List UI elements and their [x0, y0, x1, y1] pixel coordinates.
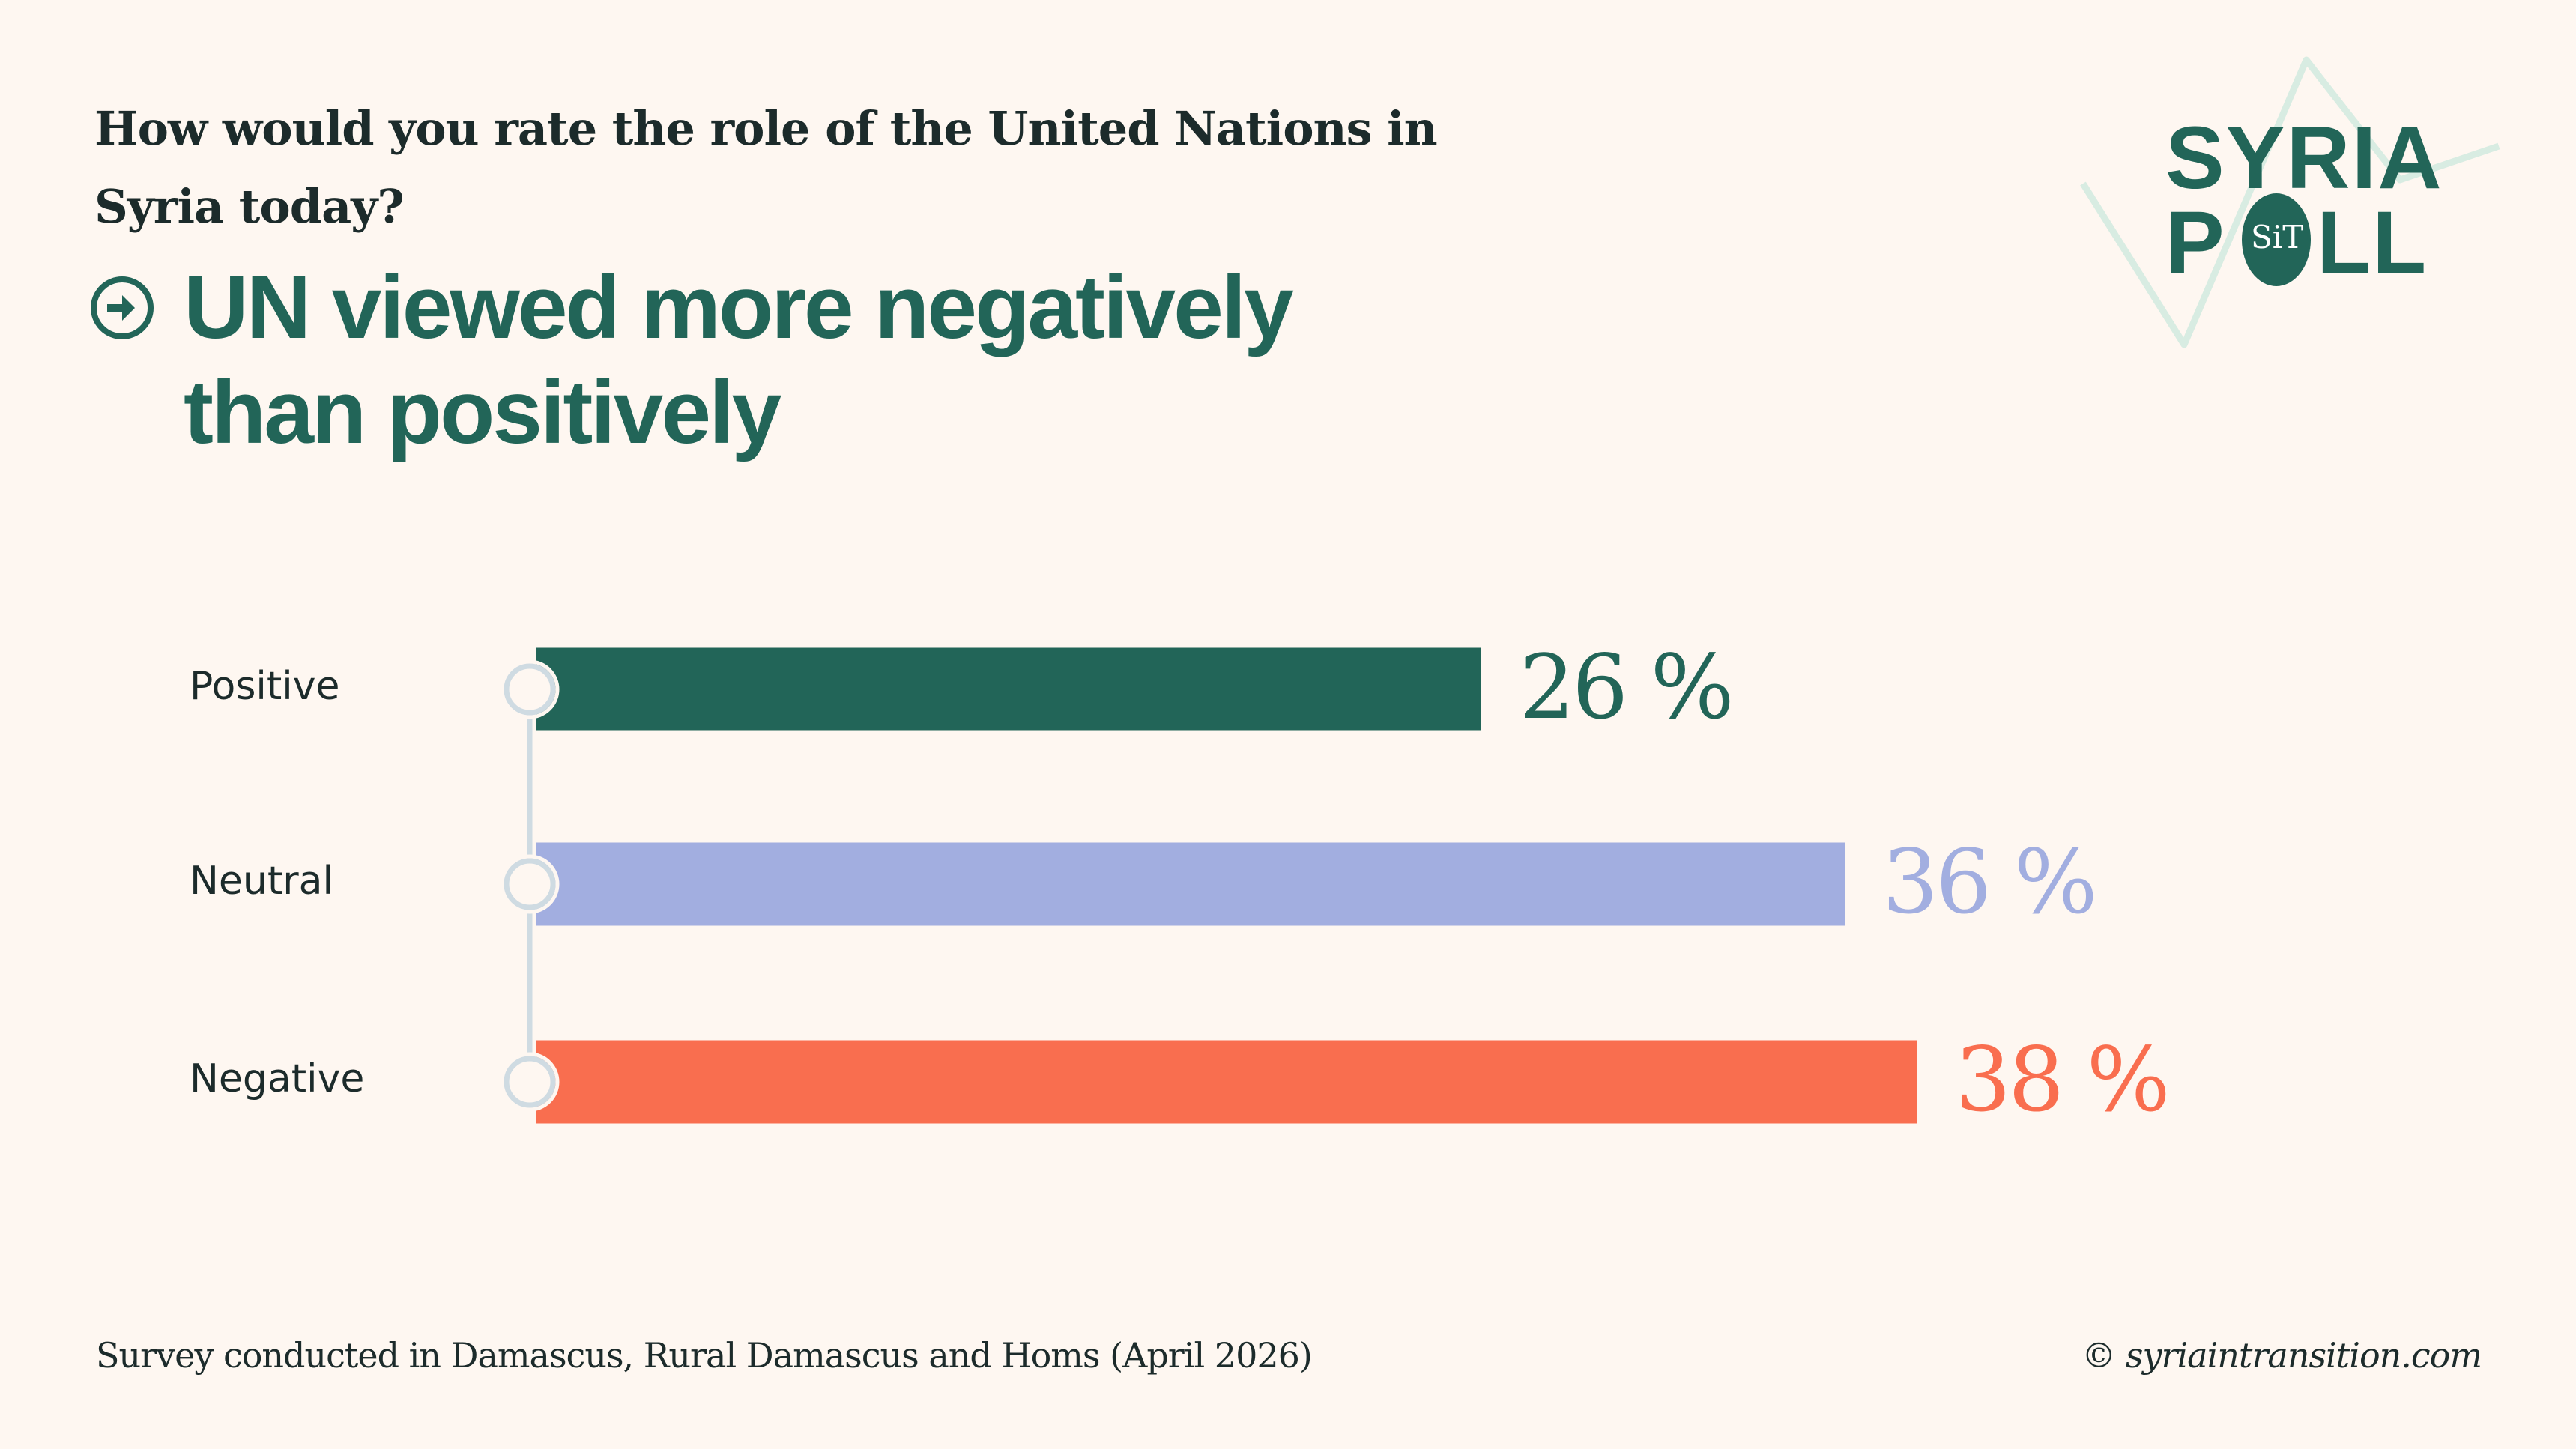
category-label-neutral: Neutral [190, 859, 333, 904]
logo-badge [2242, 193, 2311, 286]
logo-zigzag [2080, 56, 2500, 348]
chart-question: How would you rate the role of the Unite… [94, 101, 1438, 234]
logo-badge-text: SiT [2251, 219, 2304, 255]
logo-word-p: P [2165, 193, 2226, 292]
headline: UN viewed more negatively than positivel… [184, 257, 1294, 462]
value-label-positive: 26 % [1519, 635, 1735, 739]
value-label-neutral: 36 % [1882, 830, 2098, 934]
bar-negative [536, 1040, 1917, 1124]
category-marker-negative [504, 1056, 556, 1108]
survey-source-note: Survey conducted in Damascus, Rural Dama… [96, 1335, 1313, 1376]
copyright-link[interactable]: © syriaintransition.com [2081, 1335, 2482, 1376]
category-marker-halo [500, 659, 560, 719]
arrow-right-circle-icon [91, 276, 154, 339]
logo-word-ll: LL [2317, 193, 2428, 292]
category-marker-positive [504, 663, 556, 716]
syria-poll-logo: SYRIA P SiT LL [2068, 45, 2533, 375]
category-label-negative: Negative [190, 1056, 365, 1101]
bar-neutral [536, 842, 1845, 926]
category-label-positive: Positive [190, 664, 340, 709]
bar-positive [536, 647, 1481, 731]
value-label-negative: 38 % [1955, 1028, 2171, 1131]
category-marker-neutral [504, 858, 556, 910]
logo-word-syria: SYRIA [2165, 109, 2443, 208]
category-marker-halo [500, 1052, 560, 1112]
category-marker-halo [500, 854, 560, 914]
